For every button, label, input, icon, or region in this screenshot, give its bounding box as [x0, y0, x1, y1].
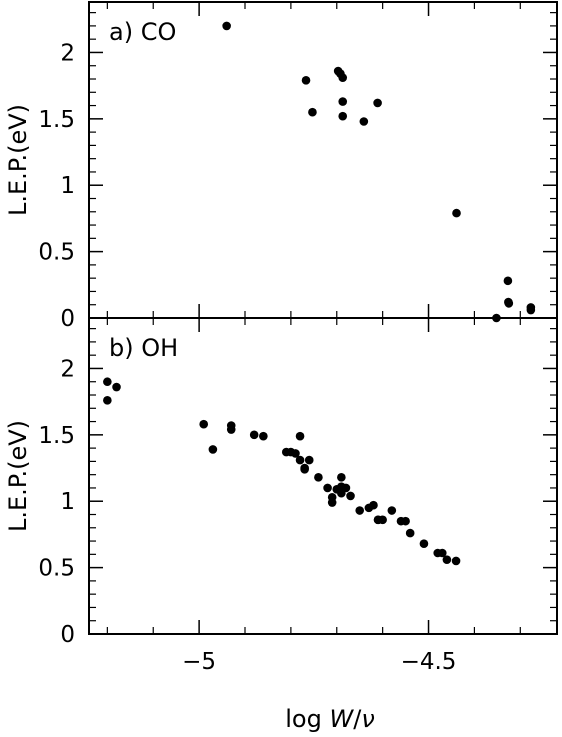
data-point: [301, 76, 311, 85]
y-tick-label: 2: [60, 40, 75, 66]
data-point: [199, 419, 209, 429]
panel-b: 0 0.5 1 1.5 2 −5 −4.5 L.E.P.(eV) b) OH: [4, 317, 558, 675]
y-tick-label: 1: [60, 173, 75, 199]
data-point: [295, 455, 305, 465]
data-point: [442, 555, 452, 564]
data-point: [338, 111, 348, 121]
data-point: [373, 98, 382, 108]
data-point: [208, 445, 218, 454]
data-point: [226, 425, 236, 434]
y-tick-label: 1.5: [38, 423, 75, 449]
data-point: [327, 498, 337, 507]
data-point: [437, 548, 447, 558]
panel-a: 0 0.5 1 1.5 2 L.E.P.(eV) a) CO: [4, 1, 558, 332]
data-point: [103, 396, 112, 405]
data-point: [359, 117, 369, 126]
data-point: [504, 299, 514, 308]
data-point: [341, 483, 351, 493]
data-point: [112, 382, 121, 392]
data-point: [314, 473, 323, 482]
plot-frame: [88, 317, 558, 635]
panel-label: a) CO: [109, 18, 176, 46]
y-tick-label: 2: [60, 356, 75, 382]
data-point: [308, 107, 317, 117]
data-point: [249, 430, 259, 440]
data-point: [338, 97, 348, 106]
data-point: [304, 455, 314, 465]
y-tick-label: 0: [60, 306, 75, 332]
x-tick-label: −4.5: [401, 649, 457, 675]
data-point: [338, 73, 348, 82]
y-tick-label: 0.5: [38, 556, 75, 582]
data-point: [419, 539, 429, 549]
y-tick-label: 0: [60, 622, 75, 648]
y-tick-label: 1.5: [38, 107, 75, 133]
panel-label: b) OH: [109, 334, 178, 362]
data-point: [295, 431, 305, 441]
data-point: [451, 556, 461, 566]
data-point: [503, 276, 513, 286]
data-point: [401, 516, 410, 526]
data-point: [378, 515, 387, 525]
x-axis-title: log W/ν: [285, 705, 374, 733]
data-point: [337, 473, 346, 482]
data-point: [369, 500, 378, 510]
data-point: [346, 491, 355, 501]
data-point: [259, 431, 268, 441]
plot-frame: [88, 1, 558, 319]
data-point: [387, 506, 397, 515]
data-point: [405, 528, 415, 538]
data-point: [103, 377, 112, 387]
data-point: [300, 465, 309, 474]
y-tick-label: 1: [60, 489, 75, 515]
data-point: [291, 449, 300, 458]
data-point: [222, 21, 231, 31]
y-axis-title: L.E.P.(eV): [4, 104, 32, 216]
data-point: [323, 483, 332, 493]
y-axis-title: L.E.P.(eV): [4, 420, 32, 532]
data-point: [526, 305, 536, 315]
data-point: [452, 208, 461, 218]
data-point: [355, 506, 365, 515]
x-tick-label: −5: [182, 649, 216, 675]
y-tick-label: 0.5: [38, 240, 75, 266]
